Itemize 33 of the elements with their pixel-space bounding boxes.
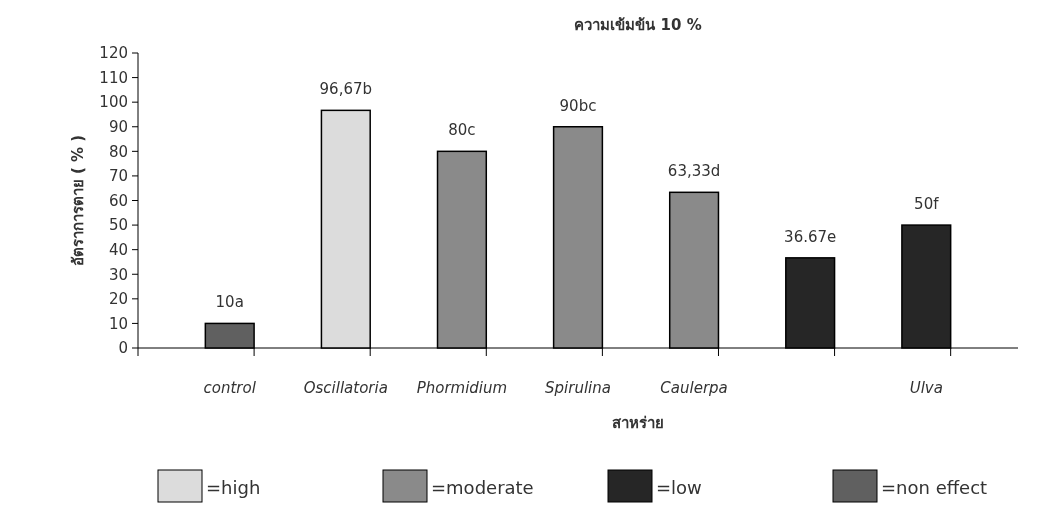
legend-label: =low [656, 477, 702, 499]
data-label: 36.67e [784, 227, 837, 246]
y-tick-label: 110 [99, 68, 128, 87]
x-tick-label: Phormidium [416, 379, 508, 397]
legend-label: =moderate [431, 477, 534, 499]
y-tick-label: 120 [99, 44, 128, 63]
y-axis-title: อัตราการตาย ( % ) [69, 134, 87, 267]
data-label: 80c [448, 121, 476, 140]
chart-title: ความเข้มข้น 10 % [574, 16, 702, 34]
data-label: 90bc [559, 96, 597, 115]
legend-label: =high [206, 477, 261, 499]
data-label: 50f [914, 195, 940, 214]
x-tick-label: Ulva [909, 379, 943, 397]
x-tick-label: Oscillatoria [303, 379, 388, 397]
data-label: 63,33d [667, 162, 721, 181]
y-tick-label: 100 [99, 93, 128, 112]
y-tick-label: 50 [108, 216, 128, 235]
x-axis-title: สาหร่าย [612, 414, 664, 432]
legend-label: =non effect [881, 477, 988, 499]
y-tick-label: 70 [108, 167, 128, 186]
y-tick-label: 30 [108, 265, 128, 284]
y-tick-label: 60 [108, 191, 128, 210]
data-label: 10a [215, 293, 244, 312]
y-tick-label: 80 [108, 142, 128, 161]
y-tick-label: 40 [108, 240, 128, 259]
data-label: 96,67b [319, 80, 373, 99]
x-tick-label: Spirulina [545, 379, 611, 397]
y-tick-label: 90 [108, 118, 128, 136]
y-tick-label: 10 [108, 314, 128, 333]
y-tick-label: 0 [118, 339, 128, 358]
y-tick-label: 20 [108, 290, 128, 309]
x-tick-label: Caulerpa [660, 379, 728, 397]
x-tick-label: control [203, 379, 257, 397]
